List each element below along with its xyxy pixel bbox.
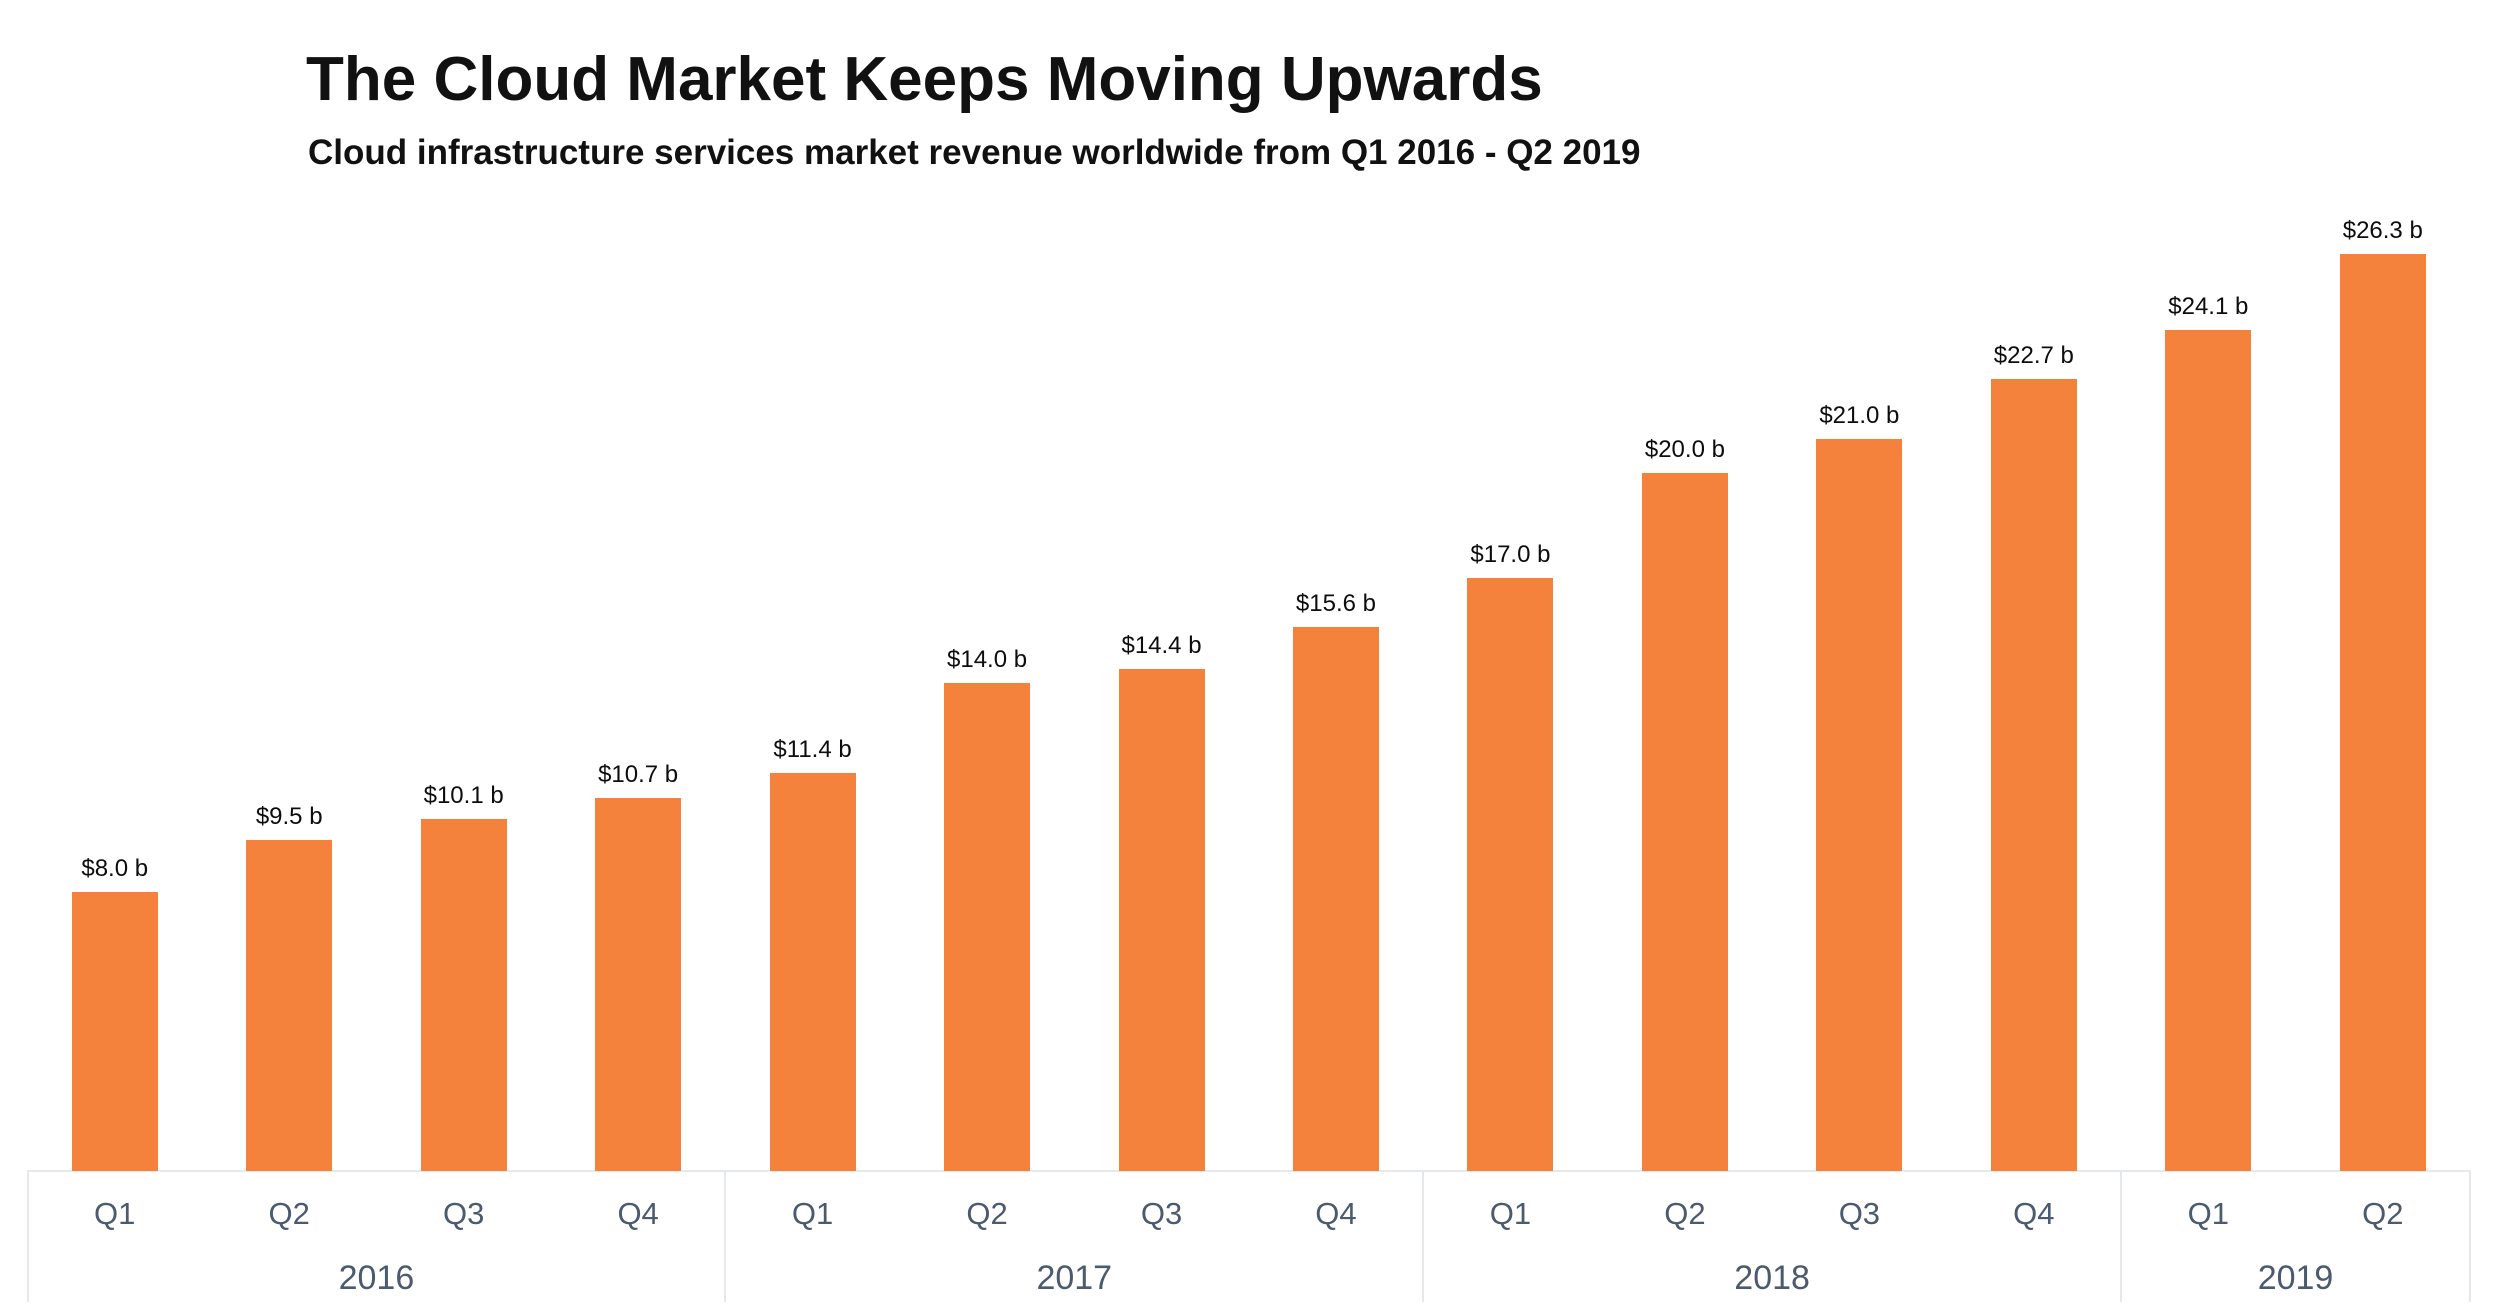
x-tick-label: Q1 bbox=[2187, 1196, 2229, 1231]
year-separator-line bbox=[26, 1170, 29, 1302]
bar-value-label: $26.3 b bbox=[2342, 217, 2423, 244]
bar bbox=[420, 819, 507, 1171]
bar bbox=[246, 840, 333, 1171]
bar-value-label: $14.0 b bbox=[947, 646, 1028, 673]
bar bbox=[1118, 669, 1205, 1171]
x-tick-label: Q3 bbox=[1838, 1196, 1881, 1231]
x-tick-label: Q3 bbox=[442, 1196, 485, 1231]
bar bbox=[1816, 439, 1903, 1171]
x-tick-label: Q1 bbox=[791, 1196, 834, 1231]
bar bbox=[1990, 379, 2077, 1171]
bar-value-label: $14.4 b bbox=[1121, 632, 1202, 659]
x-year-label: 2016 bbox=[338, 1259, 415, 1297]
bar-value-label: $24.1 b bbox=[2168, 293, 2249, 320]
x-year-label: 2018 bbox=[1734, 1259, 1810, 1297]
x-year-label: 2019 bbox=[2257, 1259, 2334, 1297]
x-year-label: 2017 bbox=[1036, 1259, 1113, 1297]
x-tick-label: Q2 bbox=[1664, 1196, 1706, 1231]
x-tick-label: Q4 bbox=[2013, 1196, 2055, 1231]
x-axis-line bbox=[27, 1170, 2470, 1172]
bar bbox=[1467, 578, 1554, 1171]
bar bbox=[944, 683, 1031, 1171]
chart-subtitle: Cloud infrastructure services market rev… bbox=[308, 133, 1641, 172]
x-tick-label: Q4 bbox=[1315, 1196, 1357, 1231]
x-tick-label: Q4 bbox=[617, 1196, 659, 1231]
bar bbox=[1292, 627, 1379, 1171]
bar bbox=[2165, 330, 2252, 1171]
year-separator-line bbox=[1422, 1170, 1425, 1302]
year-separator-line bbox=[724, 1170, 727, 1302]
bar bbox=[2339, 254, 2426, 1171]
x-tick-label: Q2 bbox=[2362, 1196, 2404, 1231]
bar-value-label: $10.1 b bbox=[423, 782, 504, 809]
x-tick-label: Q2 bbox=[966, 1196, 1008, 1231]
bar-value-label: $21.0 b bbox=[1819, 402, 1900, 429]
chart-title: The Cloud Market Keeps Moving Upwards bbox=[306, 45, 1543, 114]
x-tick-label: Q1 bbox=[94, 1196, 136, 1231]
bar bbox=[71, 892, 158, 1171]
bar-value-label: $20.0 b bbox=[1644, 436, 1725, 463]
bar-value-label: $22.7 b bbox=[1993, 342, 2074, 369]
bar-value-label: $8.0 b bbox=[81, 855, 149, 882]
x-tick-label: Q2 bbox=[268, 1196, 310, 1231]
bar-value-label: $10.7 b bbox=[598, 761, 679, 788]
bar-value-label: $17.0 b bbox=[1470, 541, 1551, 568]
year-separator-line bbox=[2469, 1170, 2471, 1302]
bar-value-label: $9.5 b bbox=[255, 803, 323, 830]
bar bbox=[595, 798, 682, 1171]
x-tick-label: Q3 bbox=[1140, 1196, 1183, 1231]
bar-value-label: $11.4 b bbox=[773, 736, 852, 763]
bar bbox=[769, 773, 856, 1171]
year-separator-line bbox=[2120, 1170, 2123, 1302]
x-tick-label: Q1 bbox=[1489, 1196, 1532, 1231]
bar-value-label: $15.6 b bbox=[1295, 590, 1376, 617]
bar bbox=[1641, 473, 1728, 1171]
